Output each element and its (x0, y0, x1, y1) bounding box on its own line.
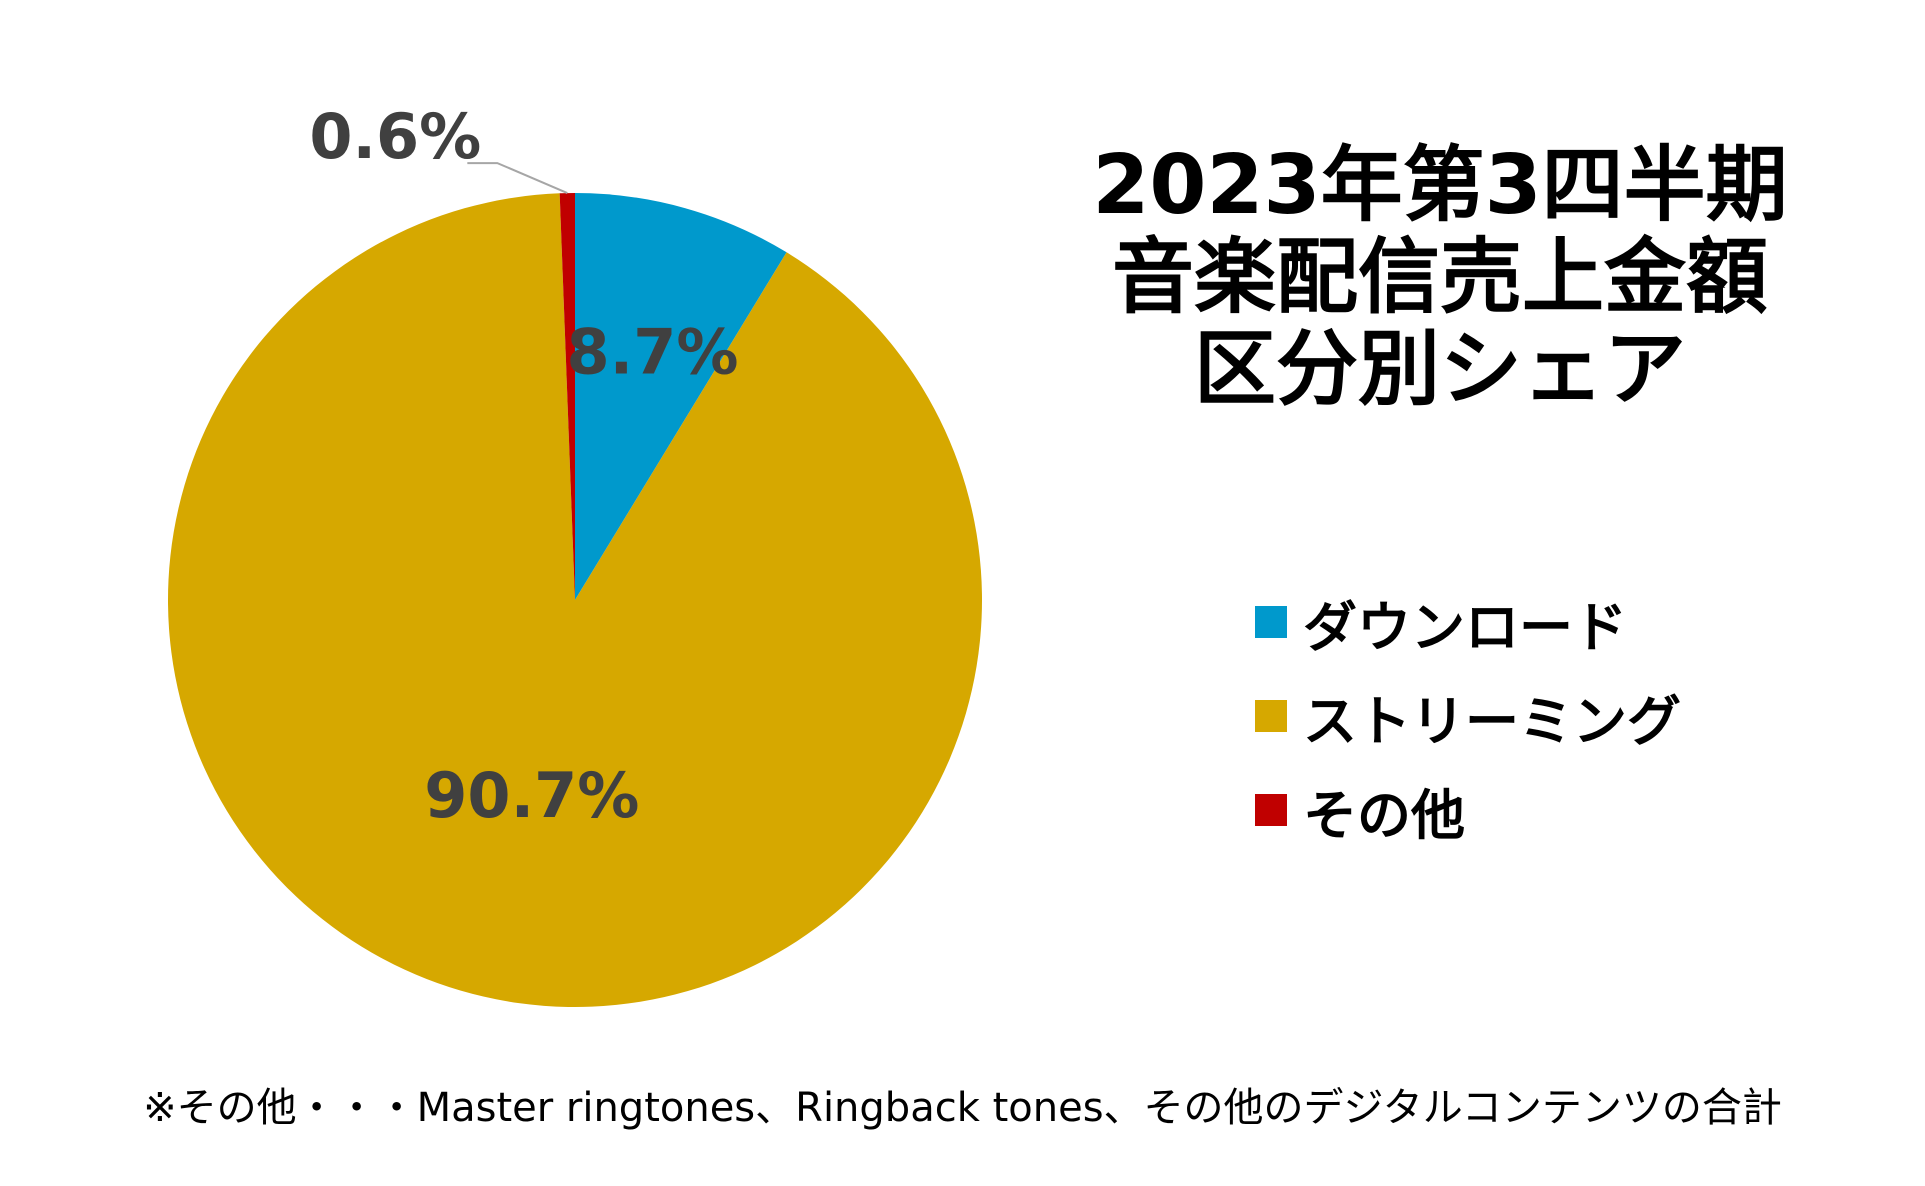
chart-title-line-1: 2023年第3四半期 (1092, 138, 1788, 233)
pie-slice-download (575, 193, 787, 600)
pie-slice-other (559, 193, 575, 600)
legend-swatch-streaming (1255, 700, 1287, 732)
pie-slices (167, 193, 982, 1007)
pie-data-labels: 8.7% 90.7% 0.6% (309, 100, 738, 832)
chart-title-line-2: 音楽配信売上金額 (1111, 230, 1768, 325)
chart-title-line-3: 区分別シェア (1193, 322, 1686, 417)
chart-footnote: ※その他・・・Master ringtones、Ringback tones、そ… (143, 1085, 1782, 1131)
chart-legend: ダウンロード ストリーミング その他 (1255, 575, 1681, 857)
legend-swatch-other (1255, 794, 1287, 826)
legend-item-streaming: ストリーミング (1255, 669, 1681, 763)
legend-item-other: その他 (1255, 763, 1681, 857)
leader-line-other (467, 162, 568, 194)
data-label-streaming: 90.7% (424, 759, 639, 832)
legend-label-other: その他 (1303, 783, 1465, 847)
data-label-download: 8.7% (567, 315, 739, 388)
pie-slice-streaming (167, 193, 982, 1007)
data-label-other: 0.6% (309, 100, 481, 173)
legend-label-download: ダウンロード (1303, 595, 1627, 659)
legend-item-download: ダウンロード (1255, 575, 1681, 669)
legend-swatch-download (1255, 606, 1287, 638)
legend-label-streaming: ストリーミング (1303, 689, 1681, 753)
chart-title: 2023年第3四半期 音楽配信売上金額 区分別シェア (1000, 140, 1880, 416)
